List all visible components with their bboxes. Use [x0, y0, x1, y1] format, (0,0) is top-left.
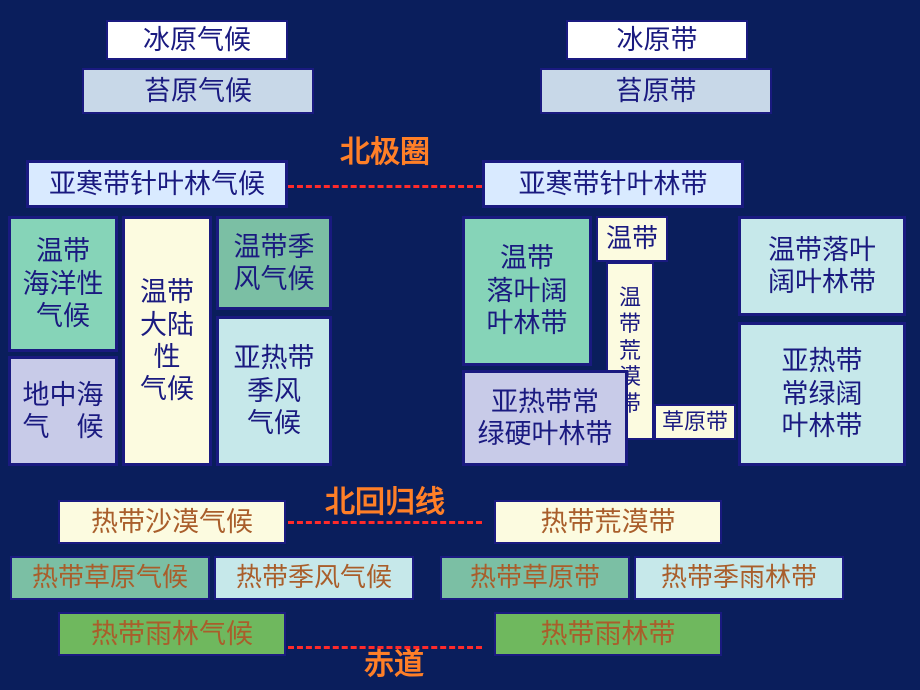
left-tropical-desert: 热带沙漠气候 — [58, 500, 286, 544]
left-tundra-climate: 苔原气候 — [82, 68, 314, 114]
right-tropical-monsoon: 热带季雨林带 — [634, 556, 844, 600]
right-subtropical-hardleaf: 亚热带常 绿硬叶林带 — [462, 370, 628, 466]
arctic-dashline — [288, 185, 482, 188]
right-temperate-steppe: 草原带 — [654, 404, 736, 440]
left-tropical-monsoon: 热带季风气候 — [214, 556, 414, 600]
right-tropical-desert: 热带荒漠带 — [494, 500, 722, 544]
left-subarctic-climate: 亚寒带针叶林气候 — [26, 160, 288, 208]
right-deciduous-forest-2: 温带落叶 阔叶林带 — [738, 216, 906, 316]
right-subtropical-evergreen: 亚热带 常绿阔 叶林带 — [738, 322, 906, 466]
left-mediterranean: 地中海 气 候 — [8, 356, 118, 466]
left-subtropical-monsoon: 亚热带 季风 气候 — [216, 316, 332, 466]
left-continental-climate: 温带 大陆 性 气候 — [122, 216, 212, 466]
equator-dashline — [288, 646, 482, 649]
right-tundra-zone: 苔原带 — [540, 68, 772, 114]
equator-label: 赤道 — [358, 650, 430, 680]
right-ice-cap-zone: 冰原带 — [566, 20, 748, 60]
right-tropical-savanna: 热带草原带 — [440, 556, 630, 600]
tropic-dashline — [288, 521, 482, 524]
tropic-cancer-label: 北回归线 — [310, 488, 460, 518]
right-deciduous-forest: 温带 落叶阔 叶林带 — [462, 216, 592, 366]
right-temperate-header: 温带 — [596, 216, 668, 262]
right-tropical-rainforest: 热带雨林带 — [494, 612, 722, 656]
left-tropical-rainforest: 热带雨林气候 — [58, 612, 286, 656]
left-temperate-monsoon: 温带季 风气候 — [216, 216, 332, 310]
arctic-circle-label: 北极圈 — [327, 138, 443, 168]
right-subarctic-zone: 亚寒带针叶林带 — [482, 160, 744, 208]
left-ice-cap-climate: 冰原气候 — [106, 20, 288, 60]
left-oceanic-climate: 温带 海洋性 气候 — [8, 216, 118, 352]
left-tropical-savanna: 热带草原气候 — [10, 556, 210, 600]
